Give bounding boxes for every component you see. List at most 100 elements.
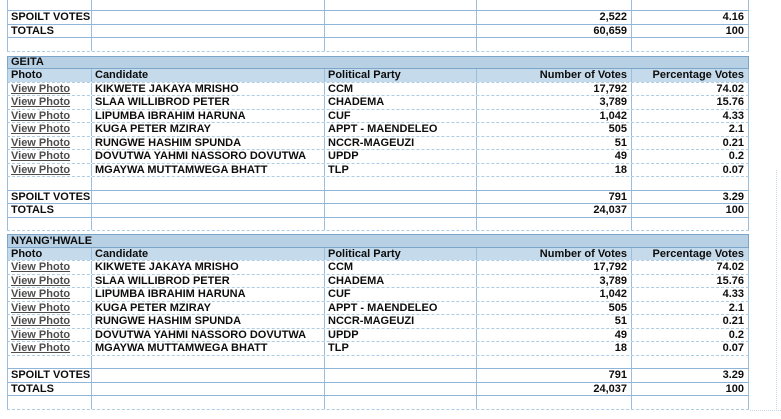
candidate-row: View Photo LIPUMBA IBRAHIM HARUNA CUF 1,… xyxy=(7,288,749,302)
table-row xyxy=(7,396,749,410)
photo-cell: View Photo xyxy=(7,163,92,176)
empty-cell xyxy=(477,38,632,51)
view-photo-link[interactable]: View Photo xyxy=(11,123,71,136)
view-photo-link[interactable]: View Photo xyxy=(11,163,71,176)
pct-cell: 4.33 xyxy=(632,288,749,301)
section-title-geita: GEITA xyxy=(7,55,749,69)
photo-cell: View Photo xyxy=(7,261,92,274)
pct-cell: 0.2 xyxy=(632,328,749,341)
empty-cell xyxy=(92,190,325,203)
totals-votes-value: 60,659 xyxy=(477,24,632,37)
view-photo-link[interactable]: View Photo xyxy=(11,261,71,274)
empty-cell xyxy=(477,0,632,10)
gridline-vertical xyxy=(776,170,777,411)
votes-cell: 49 xyxy=(477,328,632,341)
pct-cell: 0.21 xyxy=(632,315,749,328)
view-photo-link[interactable]: View Photo xyxy=(11,109,71,122)
candidate-name-cell: KUGA PETER MZIRAY xyxy=(92,301,325,314)
photo-cell: View Photo xyxy=(7,136,92,149)
candidate-name-cell: RUNGWE HASHIM SPUNDA xyxy=(92,315,325,328)
votes-cell: 17,792 xyxy=(477,82,632,95)
pct-column-header: Percentage Votes xyxy=(632,247,749,260)
pct-cell: 2.1 xyxy=(632,301,749,314)
photo-cell: View Photo xyxy=(7,150,92,163)
photo-cell: View Photo xyxy=(7,301,92,314)
empty-cell xyxy=(477,217,632,230)
table-row xyxy=(7,38,749,52)
pct-cell: 74.02 xyxy=(632,82,749,95)
candidate-name-cell: MGAYWA MUTTAMWEGA BHATT xyxy=(92,163,325,176)
empty-cell xyxy=(632,177,749,190)
empty-cell xyxy=(325,0,477,10)
party-cell: CHADEMA xyxy=(325,96,477,109)
pct-cell: 0.07 xyxy=(632,342,749,355)
candidate-name-cell: SLAA WILLIBROD PETER xyxy=(92,96,325,109)
votes-cell: 505 xyxy=(477,301,632,314)
candidate-row: View Photo LIPUMBA IBRAHIM HARUNA CUF 1,… xyxy=(7,109,749,123)
view-photo-link[interactable]: View Photo xyxy=(11,150,71,163)
view-photo-link[interactable]: View Photo xyxy=(11,301,71,314)
view-photo-link[interactable]: View Photo xyxy=(11,288,71,301)
totals-votes-value: 24,037 xyxy=(477,204,632,217)
photo-cell: View Photo xyxy=(7,109,92,122)
photo-cell: View Photo xyxy=(7,82,92,95)
view-photo-link[interactable]: View Photo xyxy=(11,342,71,355)
empty-cell xyxy=(92,177,325,190)
results-table: SPOILT VOTES 2,522 4.16 TOTALS 60,659 10… xyxy=(7,0,749,410)
party-cell: APPT - MAENDELEO xyxy=(325,301,477,314)
totals-label: TOTALS xyxy=(7,382,92,395)
candidate-row: View Photo RUNGWE HASHIM SPUNDA NCCR-MAG… xyxy=(7,315,749,329)
empty-cell xyxy=(325,24,477,37)
empty-cell xyxy=(325,396,477,409)
votes-column-header: Number of Votes xyxy=(477,69,632,82)
pct-cell: 0.07 xyxy=(632,163,749,176)
view-photo-link[interactable]: View Photo xyxy=(11,328,71,341)
totals-pct-value: 100 xyxy=(632,204,749,217)
candidate-name-cell: LIPUMBA IBRAHIM HARUNA xyxy=(92,109,325,122)
empty-cell xyxy=(7,0,92,10)
table-row xyxy=(7,355,749,369)
empty-cell xyxy=(7,177,92,190)
votes-cell: 18 xyxy=(477,163,632,176)
party-cell: UPDP xyxy=(325,150,477,163)
empty-cell xyxy=(325,382,477,395)
pct-column-header: Percentage Votes xyxy=(632,69,749,82)
party-cell: NCCR-MAGEUZI xyxy=(325,136,477,149)
empty-cell xyxy=(92,38,325,51)
candidate-row: View Photo DOVUTWA YAHMI NASSORO DOVUTWA… xyxy=(7,328,749,342)
view-photo-link[interactable]: View Photo xyxy=(11,274,71,287)
spoilt-pct-value: 4.16 xyxy=(632,11,749,24)
candidate-name-cell: DOVUTWA YAHMI NASSORO DOVUTWA xyxy=(92,150,325,163)
candidate-name-cell: LIPUMBA IBRAHIM HARUNA xyxy=(92,288,325,301)
empty-cell xyxy=(7,396,92,409)
votes-cell: 1,042 xyxy=(477,109,632,122)
pct-cell: 74.02 xyxy=(632,261,749,274)
table-row xyxy=(7,0,749,11)
photo-column-header: Photo xyxy=(7,69,92,82)
empty-cell xyxy=(325,11,477,24)
empty-cell xyxy=(632,38,749,51)
empty-cell xyxy=(92,217,325,230)
pct-cell: 15.76 xyxy=(632,274,749,287)
view-photo-link[interactable]: View Photo xyxy=(11,315,71,328)
party-cell: CHADEMA xyxy=(325,274,477,287)
table-row xyxy=(7,177,749,191)
empty-cell xyxy=(7,355,92,368)
empty-cell xyxy=(477,355,632,368)
empty-cell xyxy=(92,204,325,217)
spoilt-votes-value: 2,522 xyxy=(477,11,632,24)
votes-cell: 3,789 xyxy=(477,274,632,287)
votes-cell: 3,789 xyxy=(477,96,632,109)
view-photo-link[interactable]: View Photo xyxy=(11,96,71,109)
view-photo-link[interactable]: View Photo xyxy=(11,82,71,95)
totals-row: TOTALS 24,037 100 xyxy=(7,382,749,396)
candidate-row: View Photo MGAYWA MUTTAMWEGA BHATT TLP 1… xyxy=(7,342,749,356)
candidate-row: View Photo KUGA PETER MZIRAY APPT - MAEN… xyxy=(7,123,749,137)
votes-column-header: Number of Votes xyxy=(477,247,632,260)
view-photo-link[interactable]: View Photo xyxy=(11,136,71,149)
empty-cell xyxy=(632,0,749,10)
votes-cell: 505 xyxy=(477,123,632,136)
photo-cell: View Photo xyxy=(7,123,92,136)
empty-cell xyxy=(325,369,477,382)
